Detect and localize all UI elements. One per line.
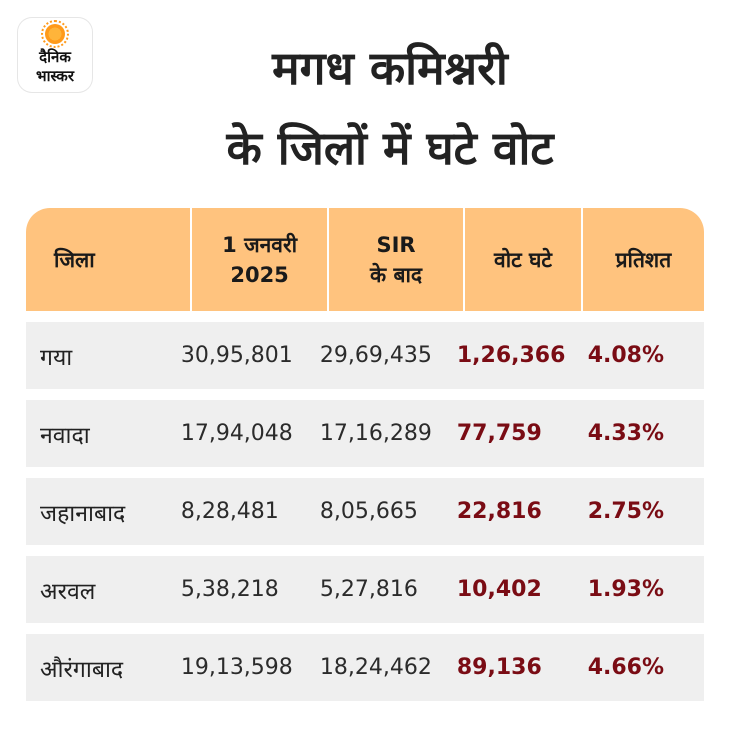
header-percent-label: प्रतिशत [615,247,672,272]
cell-district: जहानाबाद [40,500,126,527]
sun-icon [41,20,69,48]
cell-sir: 29,69,435 [319,343,432,368]
header-drop-label: वोट घटे [494,247,553,272]
cell-drop: 1,26,366 [456,343,566,368]
table-row: औरंगाबाद 19,13,598 18,24,462 89,136 4.66… [26,634,704,701]
cell-percent: 4.66% [587,655,665,680]
cell-percent: 1.93% [587,577,665,602]
header-jan-line2: 2025 [230,262,289,287]
header-sir-line2: के बाद [370,262,423,287]
cell-sir: 17,16,289 [319,421,432,446]
cell-sir: 5,27,816 [319,577,418,602]
cell-district: गया [40,344,73,371]
cell-drop: 77,759 [456,421,542,446]
brand-logo: दैनिक भास्कर [18,18,92,92]
cell-drop: 89,136 [456,655,542,680]
logo-line1: दैनिक [39,48,71,66]
cell-percent: 4.33% [587,421,665,446]
logo-line2: भास्कर [36,67,74,85]
table-header: जिला 1 जनवरी 2025 SIR के बाद वोट घटे प्र… [26,208,704,311]
title-line2: के जिलों में घटे वोट [226,121,554,175]
table-row: नवादा 17,94,048 17,16,289 77,759 4.33% [26,400,704,467]
cell-jan: 19,13,598 [180,655,293,680]
cell-jan: 8,28,481 [180,499,279,524]
cell-drop: 22,816 [456,499,542,524]
header-sir: SIR के बाद [326,208,463,311]
cell-jan: 5,38,218 [180,577,279,602]
cell-sir: 18,24,462 [319,655,432,680]
header-sir-line1: SIR [376,232,416,257]
table-row: जहानाबाद 8,28,481 8,05,665 22,816 2.75% [26,478,704,545]
cell-jan: 17,94,048 [180,421,293,446]
cell-drop: 10,402 [456,577,542,602]
cell-district: अरवल [40,578,96,605]
cell-jan: 30,95,801 [180,343,293,368]
cell-district: औरंगाबाद [40,656,124,683]
header-percent: प्रतिशत [580,208,704,311]
header-jan-line1: 1 जनवरी [222,232,298,257]
header-district: जिला [26,208,190,311]
header-district-label: जिला [54,247,95,272]
votes-table: जिला 1 जनवरी 2025 SIR के बाद वोट घटे प्र… [26,208,704,701]
table-row: गया 30,95,801 29,69,435 1,26,366 4.08% [26,322,704,389]
header-drop: वोट घटे [463,208,581,311]
cell-district: नवादा [40,422,90,449]
table-row: अरवल 5,38,218 5,27,816 10,402 1.93% [26,556,704,623]
header-jan: 1 जनवरी 2025 [190,208,326,311]
cell-percent: 2.75% [587,499,665,524]
page-title: मगध कमिश्नरी के जिलों में घटे वोट [110,28,670,188]
title-line1: मगध कमिश्नरी [272,41,508,95]
cell-sir: 8,05,665 [319,499,418,524]
cell-percent: 4.08% [587,343,665,368]
